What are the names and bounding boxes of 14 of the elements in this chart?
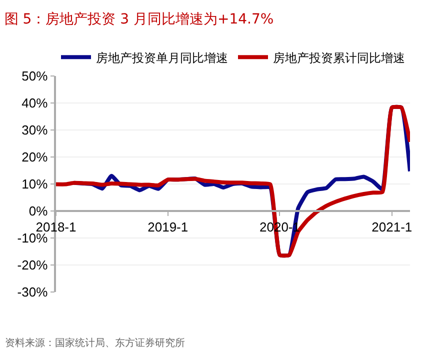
y-tick-label: 50% — [22, 68, 48, 84]
x-tick-label: 2021-1 — [372, 219, 412, 234]
x-tick-label: 2019-1 — [148, 219, 188, 234]
y-tick-label: 30% — [22, 122, 48, 138]
y-tick-label: 20% — [22, 150, 48, 165]
text: 资料来源：国家统计局、东方证券研究所 — [5, 337, 185, 348]
legend-label: 房地产投资累计同比增速 — [273, 50, 405, 65]
y-tick-label: 10% — [22, 176, 48, 192]
y-tick-label: 40% — [22, 96, 48, 111]
y-tick-label: 0% — [28, 204, 48, 219]
legend-label: 房地产投资单月同比增速 — [96, 50, 228, 65]
chart-title: 图 5：房地产投资 3 月同比增速为+14.7% — [4, 12, 274, 28]
y-tick-label: -20% — [17, 258, 48, 273]
y-tick-label: -30% — [17, 284, 48, 300]
